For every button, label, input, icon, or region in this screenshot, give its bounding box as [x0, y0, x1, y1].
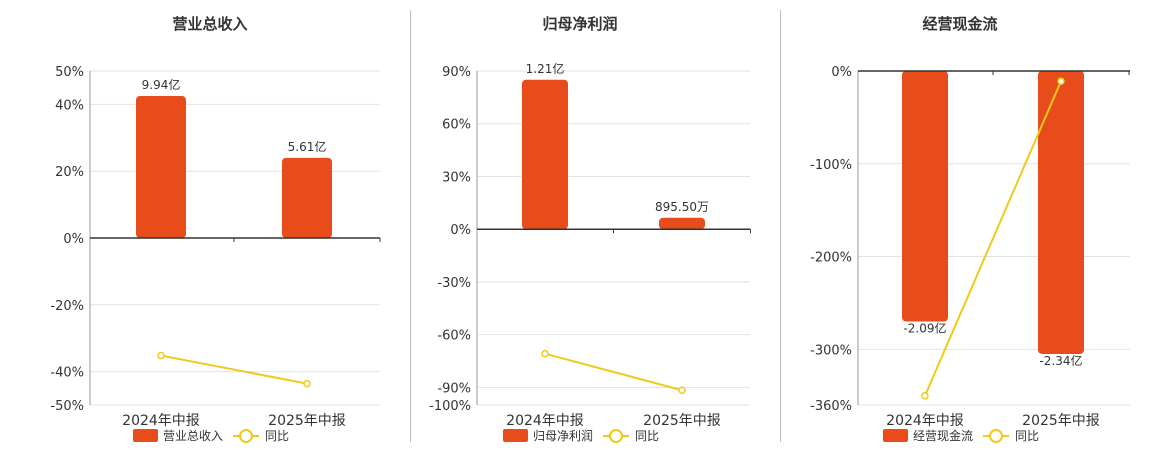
legend-line-marker	[239, 429, 253, 443]
x-tick-label: 2024年中报	[506, 413, 584, 429]
bar	[1038, 71, 1084, 354]
bar-data-label: -2.34亿	[1039, 353, 1082, 368]
bar-data-label: 895.50万	[655, 200, 709, 214]
legend: 经营现金流 同比	[883, 428, 1039, 443]
yoy-point	[1057, 77, 1065, 85]
bar	[522, 79, 568, 230]
panel-divider	[780, 10, 781, 442]
bar-data-label: -2.09亿	[903, 321, 946, 336]
yoy-line	[160, 354, 308, 385]
bar-data-label: 9.94亿	[142, 77, 181, 92]
x-tick-label: 2024年中报	[886, 413, 964, 429]
y-tick-label: -100%	[429, 399, 471, 414]
y-tick-label: -90%	[437, 381, 471, 396]
chart-title: 经营现金流	[922, 15, 997, 33]
y-tick-label: -300%	[810, 343, 852, 358]
y-tick-label: -360%	[810, 399, 852, 414]
yoy-point	[921, 391, 929, 400]
y-tick-label: 40%	[55, 98, 84, 113]
chart-title: 营业总收入	[172, 15, 247, 33]
yoy-line	[544, 352, 683, 392]
legend-line-label: 同比	[1015, 429, 1039, 443]
legend: 营业总收入 同比	[133, 429, 289, 443]
y-tick-label: 0%	[831, 65, 852, 80]
y-tick-label: 0%	[63, 232, 84, 247]
yoy-point	[541, 349, 549, 358]
legend-line-marker	[989, 429, 1003, 443]
legend-bar-label: 经营现金流	[913, 428, 973, 443]
legend-bar-swatch	[133, 429, 158, 442]
y-tick-label: 20%	[55, 165, 84, 180]
x-tick-label: 2025年中报	[643, 413, 721, 429]
y-tick-label: 90%	[442, 65, 471, 80]
x-tick-label: 2024年中报	[122, 413, 200, 429]
yoy-point	[157, 351, 165, 360]
y-tick-label: -200%	[810, 251, 852, 266]
y-tick-label: 50%	[55, 65, 84, 80]
y-tick-label: -100%	[810, 158, 852, 173]
y-tick-label: -40%	[50, 366, 84, 381]
bar	[902, 71, 948, 322]
panel-divider	[410, 10, 411, 442]
x-tick-label: 2025年中报	[268, 413, 346, 429]
yoy-point	[303, 379, 311, 388]
y-tick-label: 60%	[442, 118, 471, 133]
yoy-point	[678, 386, 686, 394]
legend-bar-swatch	[503, 429, 528, 442]
y-tick-label: 0%	[450, 223, 471, 238]
legend: 归母净利润 同比	[503, 429, 659, 443]
y-tick-label: -60%	[437, 329, 471, 344]
legend-bar-swatch	[883, 429, 908, 442]
chart-title: 归母净利润	[542, 15, 617, 33]
legend-bar-label: 营业总收入	[163, 429, 223, 443]
x-tick-label: 2025年中报	[1022, 413, 1100, 429]
legend-line-label: 同比	[635, 429, 659, 443]
y-tick-label: -30%	[437, 276, 471, 291]
bar-data-label: 5.61亿	[288, 139, 327, 154]
yoy-line	[924, 80, 1062, 397]
legend-line-label: 同比	[265, 429, 289, 443]
legend-bar-label: 归母净利润	[533, 429, 593, 443]
bar-data-label: 1.21亿	[526, 61, 565, 76]
chart-panel: 经营现金流 0% -100% -200% -300% -360% -2.09亿 -2.34亿 2…	[810, 15, 1130, 443]
legend-line-marker	[609, 429, 623, 443]
y-tick-label: -20%	[50, 299, 84, 314]
bar	[136, 96, 186, 238]
bar	[659, 217, 705, 230]
bar	[282, 157, 332, 238]
chart-panel: 营业总收入 50% 40% 20% 0% -20% -40% -50% 9.94亿 5.61亿 20…	[50, 15, 381, 443]
y-tick-label: -50%	[50, 399, 84, 414]
y-tick-label: 30%	[442, 170, 471, 185]
chart-panel: 归母净利润 90% 60% 30% 0% -30% -60% -90% -100% 1.21亿 89…	[429, 15, 751, 443]
